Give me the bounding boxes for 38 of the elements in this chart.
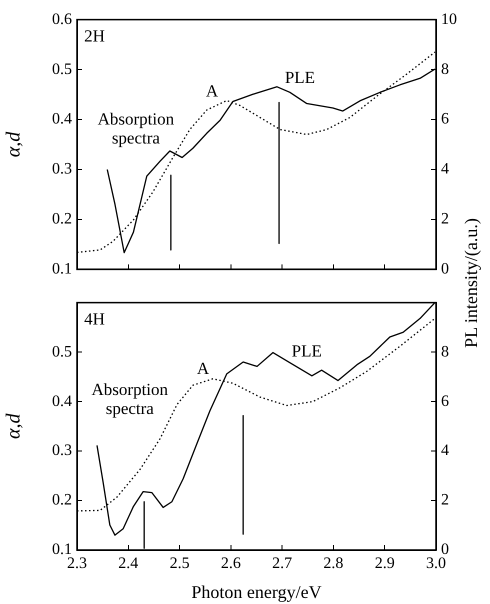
y-tick-label: 0.5 (52, 60, 72, 78)
y-tick-label: 0.4 (52, 392, 72, 410)
y-tick-label: 0.2 (52, 210, 72, 228)
y2-tick-label: 6 (441, 392, 449, 410)
annotation: Absorption spectra (98, 109, 175, 148)
y-axis-title: α,d (2, 412, 24, 440)
annotation: Absorption spectra (92, 380, 169, 418)
y-tick-label: 0.4 (52, 110, 72, 128)
y-tick-label: 0.3 (52, 160, 72, 178)
y-tick-label: 0.6 (52, 10, 72, 28)
x-tick-label: 2.9 (374, 554, 395, 572)
x-axis-title: Photon energy/eV (191, 582, 322, 602)
annotation: 4H (84, 309, 105, 328)
y2-tick-label: 4 (441, 442, 449, 460)
y2-tick-label: 4 (441, 160, 449, 178)
x-tick-label: 2.6 (220, 554, 241, 572)
y-tick-label: 0.5 (52, 343, 72, 360)
y-tick-label: 0.2 (52, 492, 72, 509)
x-tick-label: 2.7 (272, 554, 292, 572)
y2-tick-label: 2 (441, 492, 449, 509)
x-tick-label: 2.8 (323, 554, 344, 572)
annotation: A (206, 82, 219, 101)
annotation: A (196, 358, 210, 378)
annotation: PLE (284, 68, 316, 88)
y2-tick-label: 10 (441, 10, 457, 28)
y-tick-label: 0.3 (52, 442, 72, 460)
y-tick-label: 0.1 (52, 260, 72, 278)
annotation: PLE (292, 342, 322, 361)
annotation: 2H (84, 26, 105, 46)
y-axis-title: α,d (2, 130, 24, 158)
y2-tick-label: 2 (441, 210, 449, 228)
x-tick-label: 2.4 (118, 554, 138, 572)
y2-tick-label: 8 (441, 60, 449, 78)
y2-tick-label: 0 (441, 260, 449, 278)
y2-tick-label: 6 (441, 110, 449, 128)
x-tick-label: 2.5 (170, 554, 190, 572)
y2-axis-title: PL intensity/(a.u.) (460, 218, 482, 348)
y2-tick-label: 8 (441, 343, 449, 360)
